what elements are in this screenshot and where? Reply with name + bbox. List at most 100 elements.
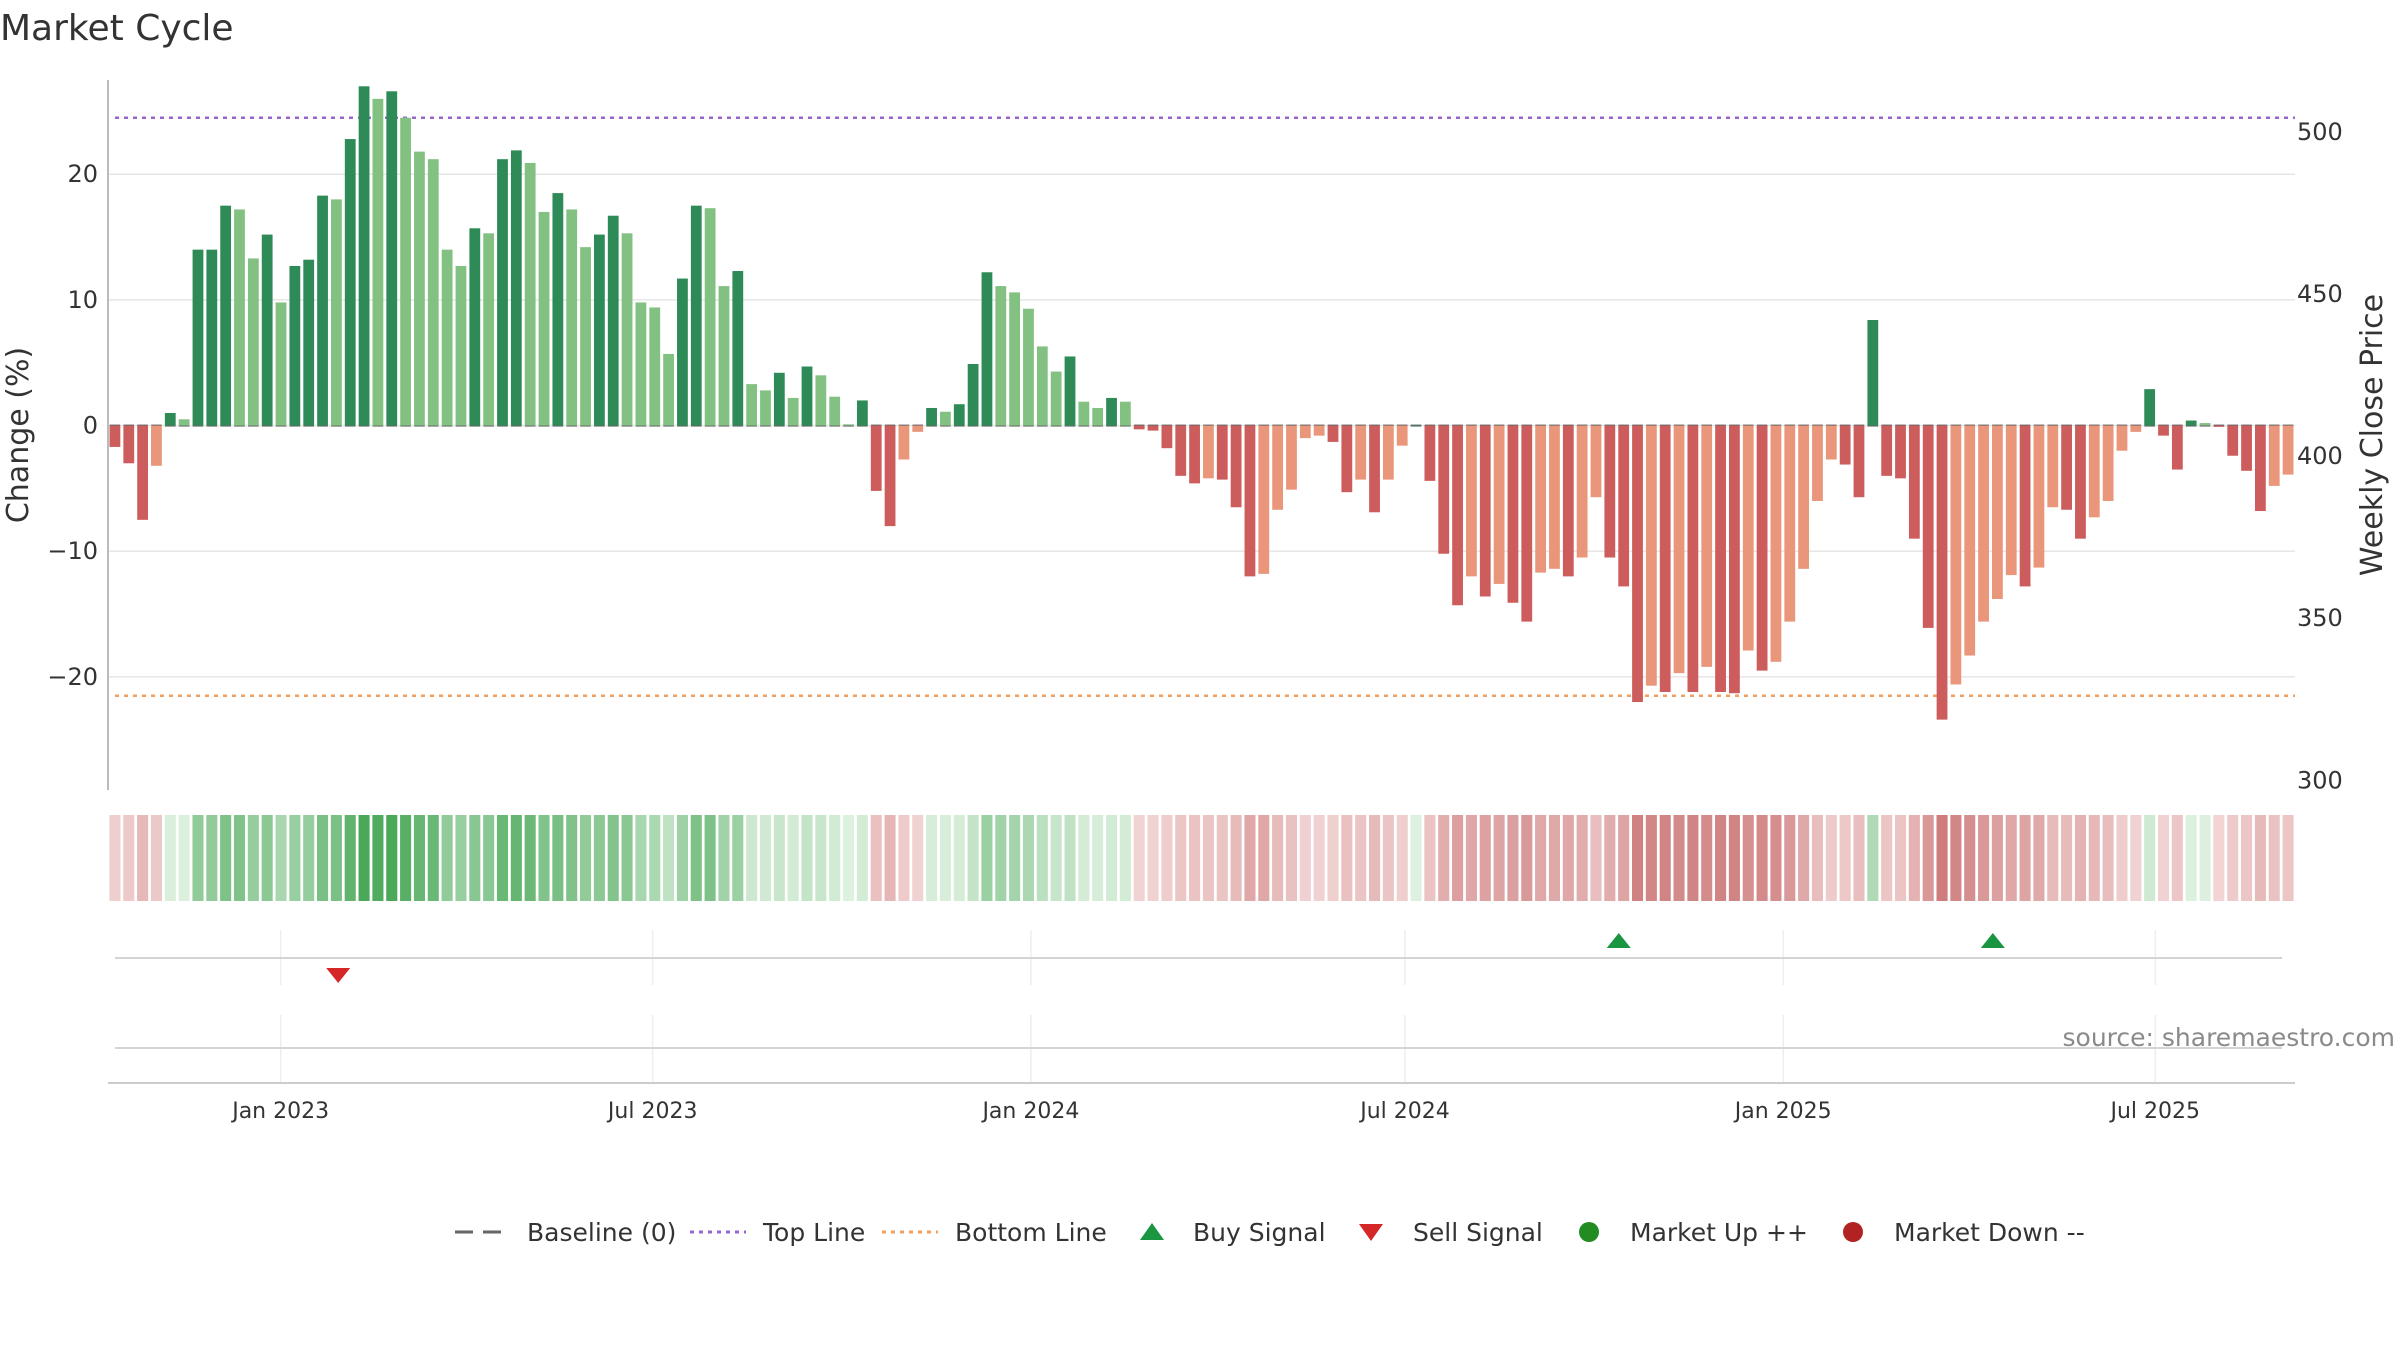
momentum-cell bbox=[1618, 815, 1630, 901]
momentum-cell bbox=[580, 815, 592, 901]
change-bar bbox=[1673, 425, 1685, 674]
momentum-cell bbox=[1590, 815, 1602, 901]
change-bar bbox=[1687, 425, 1699, 692]
change-bar bbox=[469, 228, 481, 426]
legend-item: Market Down -- bbox=[1843, 1218, 2085, 1247]
momentum-cell bbox=[1604, 815, 1616, 901]
change-bar bbox=[690, 205, 702, 426]
momentum-cell bbox=[1922, 815, 1934, 901]
change-bar bbox=[593, 234, 605, 426]
momentum-cell bbox=[1978, 815, 1990, 901]
change-bar bbox=[967, 364, 979, 426]
change-bar bbox=[607, 215, 619, 426]
momentum-cell bbox=[150, 815, 162, 901]
change-bar bbox=[1272, 425, 1284, 510]
change-bar bbox=[2019, 425, 2031, 587]
momentum-cell bbox=[289, 815, 301, 901]
change-bar bbox=[898, 425, 910, 460]
momentum-cell bbox=[2144, 815, 2156, 901]
x-tick-label: Jan 2023 bbox=[230, 1099, 329, 1124]
momentum-cell bbox=[1244, 815, 1256, 901]
change-bar bbox=[1050, 371, 1062, 426]
momentum-cell bbox=[2157, 815, 2170, 901]
change-bar bbox=[1106, 397, 1117, 426]
momentum-cell bbox=[358, 815, 370, 901]
change-bar bbox=[1161, 425, 1173, 449]
momentum-cell bbox=[2130, 815, 2142, 901]
momentum-cell bbox=[621, 815, 633, 901]
momentum-cell bbox=[1535, 815, 1547, 901]
signal-track bbox=[115, 930, 2282, 985]
momentum-cell bbox=[1341, 815, 1353, 901]
momentum-cell bbox=[1022, 815, 1035, 901]
change-bar bbox=[2158, 425, 2169, 436]
y2-axis-label: Weekly Close Price bbox=[2355, 294, 2390, 576]
change-bar bbox=[1881, 425, 1893, 476]
change-bar bbox=[1203, 425, 1214, 479]
legend-label: Market Down -- bbox=[1894, 1218, 2085, 1247]
momentum-cell bbox=[1175, 815, 1187, 901]
change-bar bbox=[1078, 401, 1090, 426]
change-bar bbox=[483, 233, 495, 426]
axes: 20 10 0 −10 −20 500 450 400 350 300 bbox=[47, 80, 2343, 794]
legend-swatch bbox=[1359, 1224, 1383, 1241]
momentum-cell bbox=[1355, 815, 1367, 901]
momentum-cell bbox=[1784, 815, 1796, 901]
legend-label: Sell Signal bbox=[1413, 1218, 1543, 1247]
change-bar bbox=[1549, 425, 1560, 569]
momentum-cell bbox=[1701, 815, 1713, 901]
change-bar bbox=[2130, 425, 2142, 432]
momentum-cell bbox=[649, 815, 661, 901]
momentum-cell bbox=[1105, 815, 1118, 901]
momentum-cell bbox=[400, 815, 412, 901]
change-bar bbox=[1701, 425, 1713, 667]
change-bar bbox=[2254, 425, 2266, 512]
change-bar bbox=[1493, 425, 1505, 584]
momentum-cell bbox=[1161, 815, 1173, 901]
change-bar bbox=[1064, 356, 1076, 426]
change-bar bbox=[1992, 425, 2003, 599]
momentum-cell bbox=[1368, 815, 1381, 901]
change-bar bbox=[2005, 425, 2017, 576]
change-bar bbox=[303, 259, 315, 426]
momentum-cell bbox=[1396, 815, 1408, 901]
change-bar bbox=[372, 98, 384, 426]
legend-swatch bbox=[1140, 1223, 1164, 1240]
change-bar bbox=[1562, 425, 1574, 577]
momentum-cell bbox=[247, 815, 259, 901]
momentum-cell bbox=[1964, 815, 1976, 901]
momentum-cell bbox=[1424, 815, 1436, 901]
momentum-cell bbox=[1452, 815, 1464, 901]
legend-item: Baseline (0) bbox=[455, 1218, 676, 1247]
momentum-cell bbox=[1521, 815, 1533, 901]
momentum-cell bbox=[995, 815, 1007, 901]
legend-label: Market Up ++ bbox=[1630, 1218, 1808, 1247]
change-bar bbox=[2171, 425, 2183, 470]
momentum-cell bbox=[912, 815, 924, 901]
y-tick-label: 0 bbox=[83, 412, 98, 440]
change-bar bbox=[1507, 425, 1519, 603]
change-bar bbox=[1036, 346, 1048, 426]
momentum-cell bbox=[2171, 815, 2183, 901]
change-bar bbox=[1908, 425, 1920, 539]
momentum-cell bbox=[1715, 815, 1727, 901]
momentum-cell bbox=[275, 815, 287, 901]
y2-tick-label: 400 bbox=[2297, 442, 2343, 470]
change-bar bbox=[1009, 292, 1021, 426]
momentum-cell bbox=[538, 815, 550, 901]
momentum-cell bbox=[192, 815, 204, 901]
y-tick-label: 10 bbox=[67, 286, 98, 314]
momentum-cell bbox=[372, 815, 384, 901]
y-axis-label: Change (%) bbox=[1, 347, 36, 523]
momentum-cell bbox=[1507, 815, 1519, 901]
change-bar bbox=[1590, 425, 1602, 498]
momentum-cell bbox=[2241, 815, 2253, 901]
change-bar bbox=[1023, 308, 1034, 426]
change-bar bbox=[1784, 425, 1796, 622]
x-tick-label: Jul 2023 bbox=[606, 1099, 698, 1124]
momentum-cell bbox=[1230, 815, 1242, 901]
momentum-cell bbox=[566, 815, 578, 901]
change-bar bbox=[2185, 420, 2197, 426]
change-bar bbox=[1092, 407, 1104, 426]
change-bar bbox=[1216, 425, 1228, 480]
